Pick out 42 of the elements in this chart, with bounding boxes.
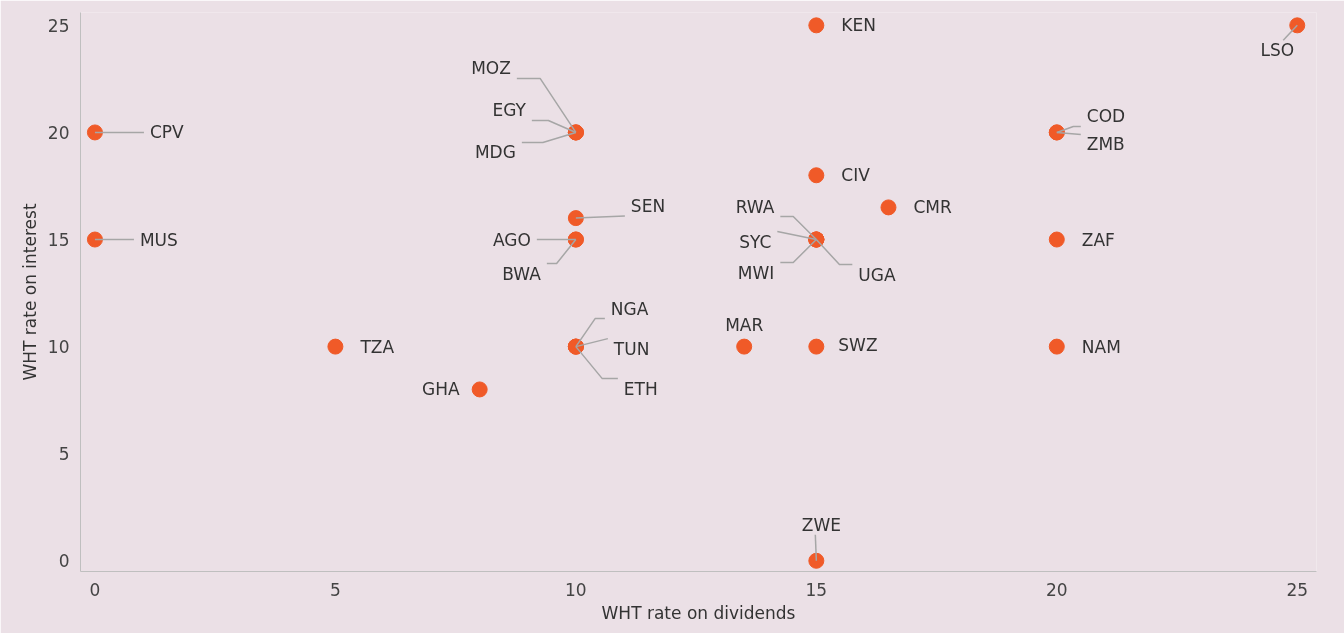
- annotation: ZMB: [1086, 134, 1125, 155]
- x-tick-label: 10: [565, 579, 587, 600]
- y-tick-label: 15: [47, 230, 70, 251]
- annotation: MUS: [139, 229, 178, 250]
- annotation: MAR: [725, 314, 764, 335]
- annotation: CPV: [149, 122, 185, 143]
- x-tick-label: 20: [1045, 579, 1068, 600]
- annotation: SYC: [739, 231, 772, 252]
- y-tick-label: 0: [58, 551, 70, 572]
- annotation: COD: [1086, 106, 1126, 127]
- annotation: MOZ: [471, 58, 511, 79]
- annotation: SEN: [630, 196, 666, 217]
- annotation: AGO: [492, 229, 531, 250]
- x-tick-label: 0: [89, 579, 101, 600]
- y-tick-label: 5: [58, 444, 70, 465]
- annotation: RWA: [735, 196, 775, 217]
- annotation: GHA: [422, 379, 461, 400]
- annotation: MDG: [474, 142, 516, 163]
- annotation: ETH: [623, 378, 658, 399]
- x-tick-label: 25: [1286, 579, 1309, 600]
- annotation: KEN: [841, 15, 876, 36]
- annotation: ZWE: [801, 514, 841, 535]
- annotation: UGA: [858, 264, 896, 285]
- y-tick-label: 20: [47, 122, 70, 143]
- x-axis-title: WHT rate on dividends: [601, 602, 796, 623]
- annotation: EGY: [492, 100, 527, 121]
- x-tick-label: 15: [805, 579, 828, 600]
- annotation: BWA: [502, 263, 542, 284]
- y-tick-label: 10: [47, 337, 70, 358]
- annotation: MWI: [737, 262, 775, 283]
- y-axis-title: WHT rate on interest: [19, 203, 40, 381]
- annotation: SWZ: [838, 334, 878, 355]
- annotation: LSO: [1260, 40, 1295, 61]
- annotation: ZAF: [1081, 229, 1115, 250]
- annotation: TUN: [612, 338, 650, 359]
- annotation: NAM: [1081, 336, 1121, 357]
- annotation: NGA: [610, 298, 649, 319]
- annotation: TZA: [359, 336, 395, 357]
- annotation: CIV: [841, 165, 871, 186]
- annotation: CMR: [913, 197, 953, 218]
- y-tick-label: 25: [47, 15, 70, 36]
- x-tick-label: 5: [329, 579, 341, 600]
